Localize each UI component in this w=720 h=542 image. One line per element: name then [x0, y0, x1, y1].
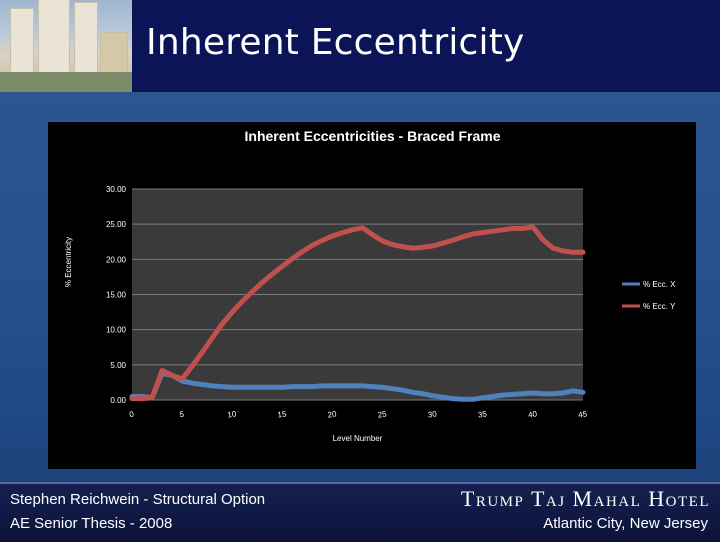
y-tick-label: 5.00 — [110, 361, 126, 370]
y-axis-title: % Eccentricity — [64, 237, 73, 287]
slide-footer — [0, 482, 720, 542]
slide-title: Inherent Eccentricity — [146, 22, 525, 63]
y-tick-label: 30.00 — [106, 185, 127, 194]
project-location: Atlantic City, New Jersey — [543, 515, 708, 532]
y-tick-label: 25.00 — [106, 220, 127, 229]
x-tick-label: 15 — [277, 409, 288, 419]
y-tick-label: 0.00 — [110, 396, 126, 405]
x-tick-label: 10 — [227, 409, 238, 419]
x-tick-label: 25 — [377, 409, 388, 419]
hotel-ground — [0, 72, 132, 92]
y-tick-label: 10.00 — [106, 326, 127, 335]
x-tick-label: 5 — [179, 410, 185, 420]
y-tick-label: 15.00 — [106, 291, 127, 300]
x-tick-label: 30 — [427, 409, 438, 419]
x-axis-title: Level Number — [333, 434, 383, 443]
hotel-wing — [100, 32, 128, 74]
x-tick-label: 45 — [578, 409, 589, 419]
legend-label-ecc-y: % Ecc. Y — [643, 302, 676, 311]
x-tick-label: 35 — [477, 409, 488, 419]
x-tick-label: 0 — [129, 410, 135, 420]
y-tick-label: 20.00 — [106, 255, 127, 264]
chart-title: Inherent Eccentricities - Braced Frame — [244, 128, 501, 144]
x-tick-label: 20 — [327, 409, 338, 419]
thesis-label: AE Senior Thesis - 2008 — [10, 515, 173, 532]
series-line-ecc-x — [129, 370, 586, 402]
hotel-photo — [0, 0, 132, 92]
slide-header: Inherent Eccentricity — [0, 0, 720, 92]
legend-label-ecc-x: % Ecc. X — [643, 280, 676, 289]
project-name: Trump Taj Mahal Hotel — [460, 486, 710, 511]
series-line-ecc-y — [129, 224, 586, 402]
author-name: Stephen Reichwein - Structural Option — [10, 491, 266, 508]
x-tick-label: 40 — [528, 409, 539, 419]
